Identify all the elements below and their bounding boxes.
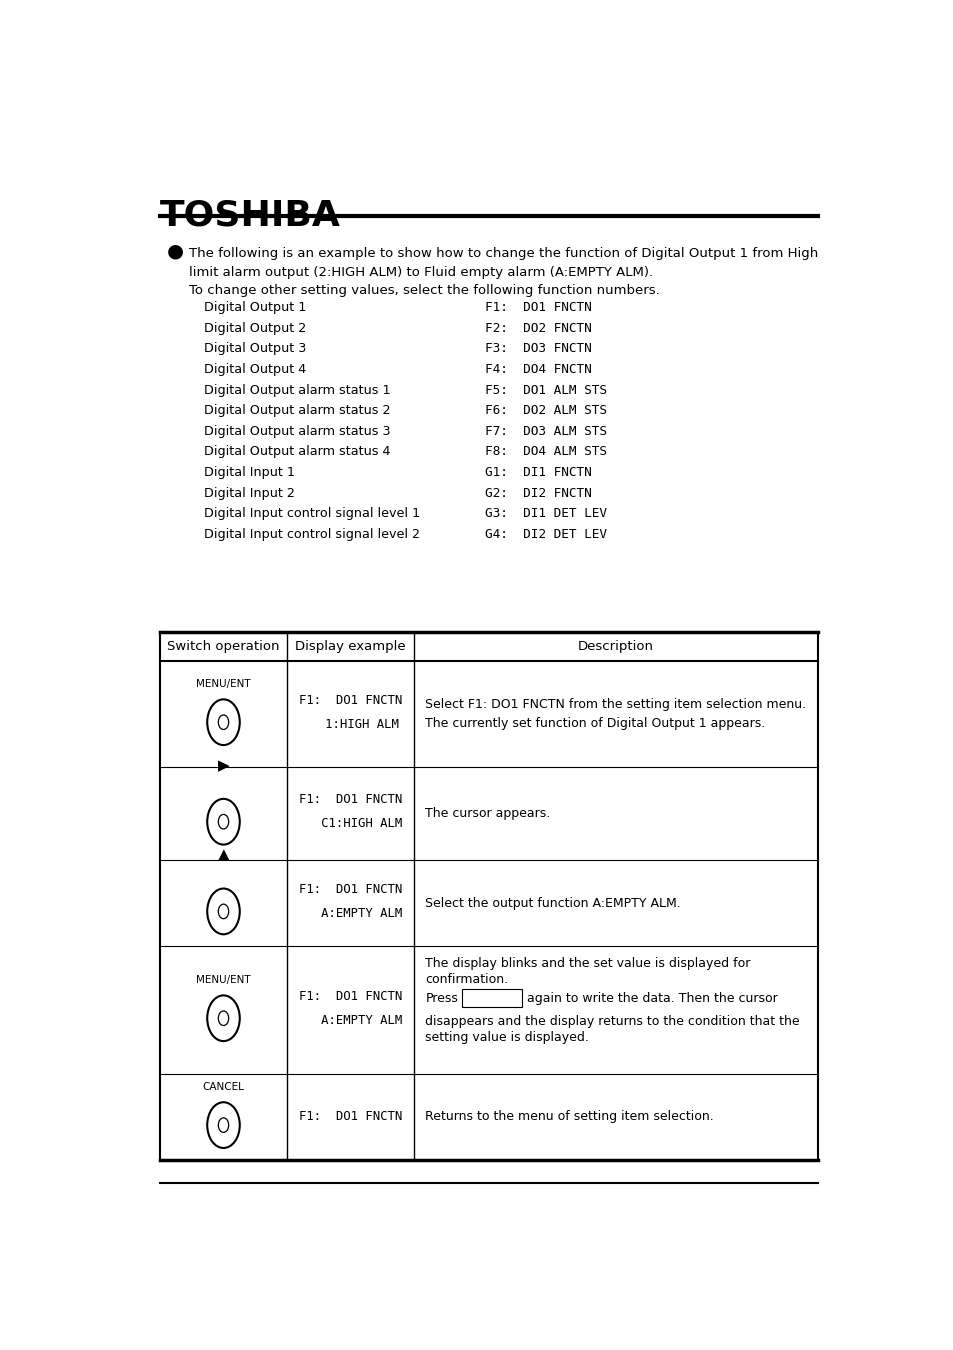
Text: again to write the data. Then the cursor: again to write the data. Then the cursor xyxy=(527,992,778,1004)
Text: G2:  DI2 FNCTN: G2: DI2 FNCTN xyxy=(485,486,592,500)
Text: Digital Input 2: Digital Input 2 xyxy=(204,486,294,500)
Text: Digital Output 1: Digital Output 1 xyxy=(204,301,306,315)
Text: Select the output function A:EMPTY ALM.: Select the output function A:EMPTY ALM. xyxy=(425,896,680,910)
Text: Select F1: DO1 FNCTN from the setting item selection menu.
The currently set fun: Select F1: DO1 FNCTN from the setting it… xyxy=(425,698,805,729)
Text: F4:  DO4 FNCTN: F4: DO4 FNCTN xyxy=(485,363,592,377)
Text: F6:  DO2 ALM STS: F6: DO2 ALM STS xyxy=(485,404,607,417)
Text: Digital Output alarm status 2: Digital Output alarm status 2 xyxy=(204,404,391,417)
Text: F1:  DO1 FNCTN: F1: DO1 FNCTN xyxy=(298,883,402,896)
Text: The display blinks and the set value is displayed for: The display blinks and the set value is … xyxy=(425,957,750,969)
Text: ●: ● xyxy=(167,242,184,261)
Text: CANCEL: CANCEL xyxy=(202,1081,244,1092)
Text: Digital Output 4: Digital Output 4 xyxy=(204,363,306,377)
Text: Digital Output alarm status 3: Digital Output alarm status 3 xyxy=(204,425,391,437)
Text: F5:  DO1 ALM STS: F5: DO1 ALM STS xyxy=(485,383,607,397)
Text: Digital Input control signal level 2: Digital Input control signal level 2 xyxy=(204,528,420,541)
Text: F1:  DO1 FNCTN: F1: DO1 FNCTN xyxy=(485,301,592,315)
Text: The following is an example to show how to change the function of Digital Output: The following is an example to show how … xyxy=(190,247,818,297)
Text: MENU/ENT: MENU/ENT xyxy=(196,975,251,985)
Text: F1:  DO1 FNCTN: F1: DO1 FNCTN xyxy=(298,1110,402,1123)
Text: C1:HIGH ALM: C1:HIGH ALM xyxy=(298,817,402,830)
Text: Returns to the menu of setting item selection.: Returns to the menu of setting item sele… xyxy=(425,1110,714,1123)
Text: Display example: Display example xyxy=(295,640,406,653)
Text: Digital Output alarm status 4: Digital Output alarm status 4 xyxy=(204,446,391,459)
Text: G4:  DI2 DET LEV: G4: DI2 DET LEV xyxy=(485,528,607,541)
Text: disappears and the display returns to the condition that the: disappears and the display returns to th… xyxy=(425,1015,800,1027)
Text: A:EMPTY ALM: A:EMPTY ALM xyxy=(298,907,402,919)
Text: Description: Description xyxy=(578,640,654,653)
Text: The cursor appears.: The cursor appears. xyxy=(425,807,550,819)
Text: TOSHIBA: TOSHIBA xyxy=(160,198,340,232)
Text: 1:HIGH ALM: 1:HIGH ALM xyxy=(302,718,398,730)
Text: F1:  DO1 FNCTN: F1: DO1 FNCTN xyxy=(298,990,402,1003)
Text: F7:  DO3 ALM STS: F7: DO3 ALM STS xyxy=(485,425,607,437)
Text: Digital Input 1: Digital Input 1 xyxy=(204,466,295,479)
Text: Switch operation: Switch operation xyxy=(167,640,279,653)
Text: F2:  DO2 FNCTN: F2: DO2 FNCTN xyxy=(485,321,592,335)
Text: G3:  DI1 DET LEV: G3: DI1 DET LEV xyxy=(485,508,607,520)
Text: confirmation.: confirmation. xyxy=(425,973,508,987)
Text: F3:  DO3 FNCTN: F3: DO3 FNCTN xyxy=(485,343,592,355)
Text: F1:  DO1 FNCTN: F1: DO1 FNCTN xyxy=(298,794,402,806)
Text: Press: Press xyxy=(425,992,457,1004)
Text: ▲: ▲ xyxy=(217,848,229,863)
Text: Digital Input control signal level 1: Digital Input control signal level 1 xyxy=(204,508,420,520)
Text: Digital Output alarm status 1: Digital Output alarm status 1 xyxy=(204,383,391,397)
Text: setting value is displayed.: setting value is displayed. xyxy=(425,1031,589,1045)
Text: G1:  DI1 FNCTN: G1: DI1 FNCTN xyxy=(485,466,592,479)
FancyBboxPatch shape xyxy=(461,988,521,1007)
Text: Digital Output 3: Digital Output 3 xyxy=(204,343,306,355)
Text: F8:  DO4 ALM STS: F8: DO4 ALM STS xyxy=(485,446,607,459)
Text: ▶: ▶ xyxy=(217,757,229,772)
Text: MENU/ENT: MENU/ENT xyxy=(196,679,251,688)
Text: F1:  DO1 FNCTN: F1: DO1 FNCTN xyxy=(298,694,402,707)
Text: Digital Output 2: Digital Output 2 xyxy=(204,321,306,335)
Text: A:EMPTY ALM: A:EMPTY ALM xyxy=(298,1014,402,1027)
